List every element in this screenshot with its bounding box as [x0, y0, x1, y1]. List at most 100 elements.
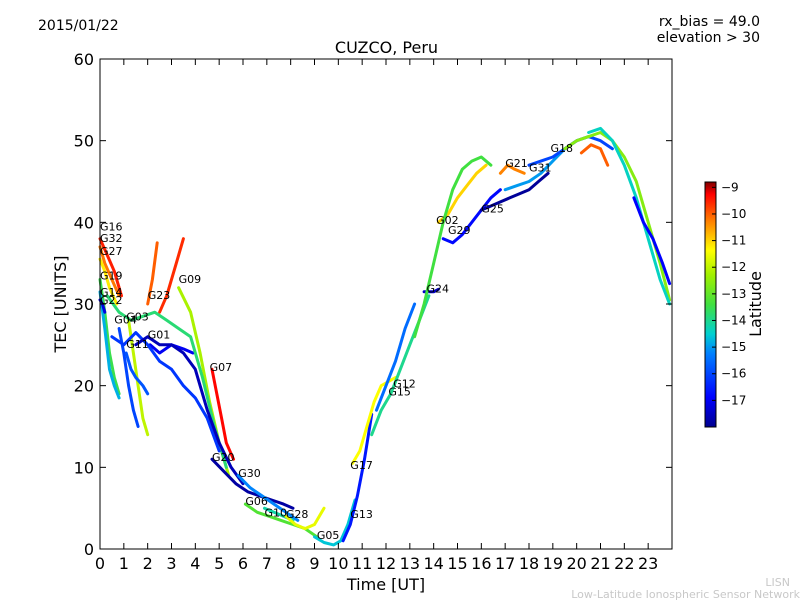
x-tick-label: 10: [328, 554, 348, 573]
series-g21: [498, 163, 526, 175]
sat-label-g32: G32: [100, 232, 123, 245]
x-tick-label: 20: [566, 554, 586, 573]
sat-label-g01: G01: [148, 328, 171, 341]
colorbar-tick-label: −11: [721, 234, 746, 248]
chart-title: CUZCO, Peru: [334, 38, 439, 57]
sat-label-g14: G14: [100, 286, 123, 299]
series-greenrise: [413, 155, 493, 339]
x-tick-label: 4: [190, 554, 200, 573]
colorbar-tick-label: −15: [721, 340, 746, 354]
x-tick-label: 22: [614, 554, 634, 573]
x-tick-label: 19: [543, 554, 563, 573]
series-latea: [563, 131, 672, 302]
sat-label-g05: G05: [317, 529, 340, 542]
sat-label-g18: G18: [551, 142, 574, 155]
x-tick-label: 5: [214, 554, 224, 573]
colorbar-label: Latitude: [746, 271, 765, 337]
series-ridgea: [105, 294, 228, 469]
y-tick-label: 20: [74, 377, 94, 396]
colorbar-tick-label: −13: [721, 287, 746, 301]
sat-label-g06: G06: [245, 495, 268, 508]
sat-label-g04: G04: [114, 314, 137, 327]
sat-label-g21: G21: [505, 157, 528, 170]
x-tick-label: 6: [238, 554, 248, 573]
sat-label-g16: G16: [100, 221, 123, 234]
colorbar-tick-label: −16: [721, 367, 746, 381]
x-tick-label: 12: [376, 554, 396, 573]
x-tick-label: 21: [590, 554, 610, 573]
tick-layer: 0 1 2 3 4 5 6 7 8 9 10 11 12 13 14 15 16 17 18 19 20 21 22 2301…: [74, 50, 672, 573]
series-ridgec: [134, 335, 245, 486]
sat-label-g10: G10: [265, 506, 288, 519]
y-axis-label: TEC [UNITS]: [51, 256, 70, 354]
sat-label-g29: G29: [448, 224, 471, 237]
sat-label-g22: G22: [100, 294, 123, 307]
series-g13: [341, 412, 374, 543]
sat-label-g13: G13: [350, 508, 373, 521]
colorbar-tick-label: −17: [721, 393, 746, 407]
sat-label-g07: G07: [210, 361, 233, 374]
x-tick-label: 14: [423, 554, 443, 573]
y-tick-label: 10: [74, 458, 94, 477]
series-g12: [375, 302, 417, 412]
colorbar-tick-label: −10: [721, 207, 746, 221]
x-tick-label: 16: [471, 554, 491, 573]
sat-label-g03: G03: [126, 310, 149, 323]
series-layer: [98, 126, 672, 547]
credit-short: LISN: [765, 576, 790, 589]
x-tick-label: 0: [95, 554, 105, 573]
x-tick-label: 1: [119, 554, 129, 573]
series-g09: [158, 237, 185, 314]
series-g16: [98, 237, 123, 298]
x-tick-label: 17: [495, 554, 515, 573]
elevation-text: elevation > 30: [656, 30, 760, 46]
y-tick-label: 0: [84, 540, 94, 559]
x-tick-label: 3: [166, 554, 176, 573]
colorbar-tick-label: −9: [721, 180, 739, 194]
y-tick-label: 50: [74, 132, 94, 151]
series-g27: [98, 257, 119, 306]
series-g28: [284, 506, 326, 531]
sat-label-g02: G02: [436, 214, 459, 227]
x-tick-label: 9: [309, 554, 319, 573]
sat-label-g31: G31: [529, 162, 552, 175]
series-latec: [579, 143, 610, 167]
plot-date: 2015/01/22: [38, 18, 119, 34]
x-axis-label: Time [UT]: [346, 575, 425, 594]
x-tick-label: 8: [286, 554, 296, 573]
series-g25: [479, 171, 550, 212]
series-lated: [632, 196, 672, 286]
x-tick-label: 18: [519, 554, 539, 573]
colorbar: [704, 181, 717, 428]
series-g19: [98, 278, 121, 396]
sat-label-g19: G19: [100, 270, 123, 283]
series-ridgeb: [110, 331, 221, 453]
series-g32: [98, 245, 121, 298]
sat-label-g27: G27: [100, 245, 123, 258]
x-tick-label: 11: [352, 554, 372, 573]
x-tick-label: 2: [143, 554, 153, 573]
x-tick-label: 13: [400, 554, 420, 573]
series-g03: [127, 318, 150, 437]
x-tick-label: 7: [262, 554, 272, 573]
y-tick-label: 30: [74, 295, 94, 314]
series-g30: [236, 474, 300, 522]
sat-label-g25: G25: [481, 203, 504, 216]
sat-label-g24: G24: [427, 283, 450, 296]
sat-label-g30: G30: [238, 467, 261, 480]
x-tick-label: 23: [638, 554, 658, 573]
colorbar-tick-label: −12: [721, 260, 746, 274]
series-g20: [210, 457, 295, 510]
y-tick-label: 40: [74, 213, 94, 232]
sat-label-g11: G11: [126, 338, 149, 351]
sat-label-g15: G15: [388, 386, 411, 399]
colorbar-tick-label: −14: [721, 313, 746, 327]
series-g05: [313, 498, 357, 547]
x-tick-label: 15: [447, 554, 467, 573]
rx-bias-text: rx_bias = 49.0: [658, 14, 760, 30]
series-g23: [146, 241, 159, 306]
series-g11: [124, 351, 150, 396]
y-tick-label: 60: [74, 50, 94, 69]
series-lateb: [587, 126, 672, 306]
